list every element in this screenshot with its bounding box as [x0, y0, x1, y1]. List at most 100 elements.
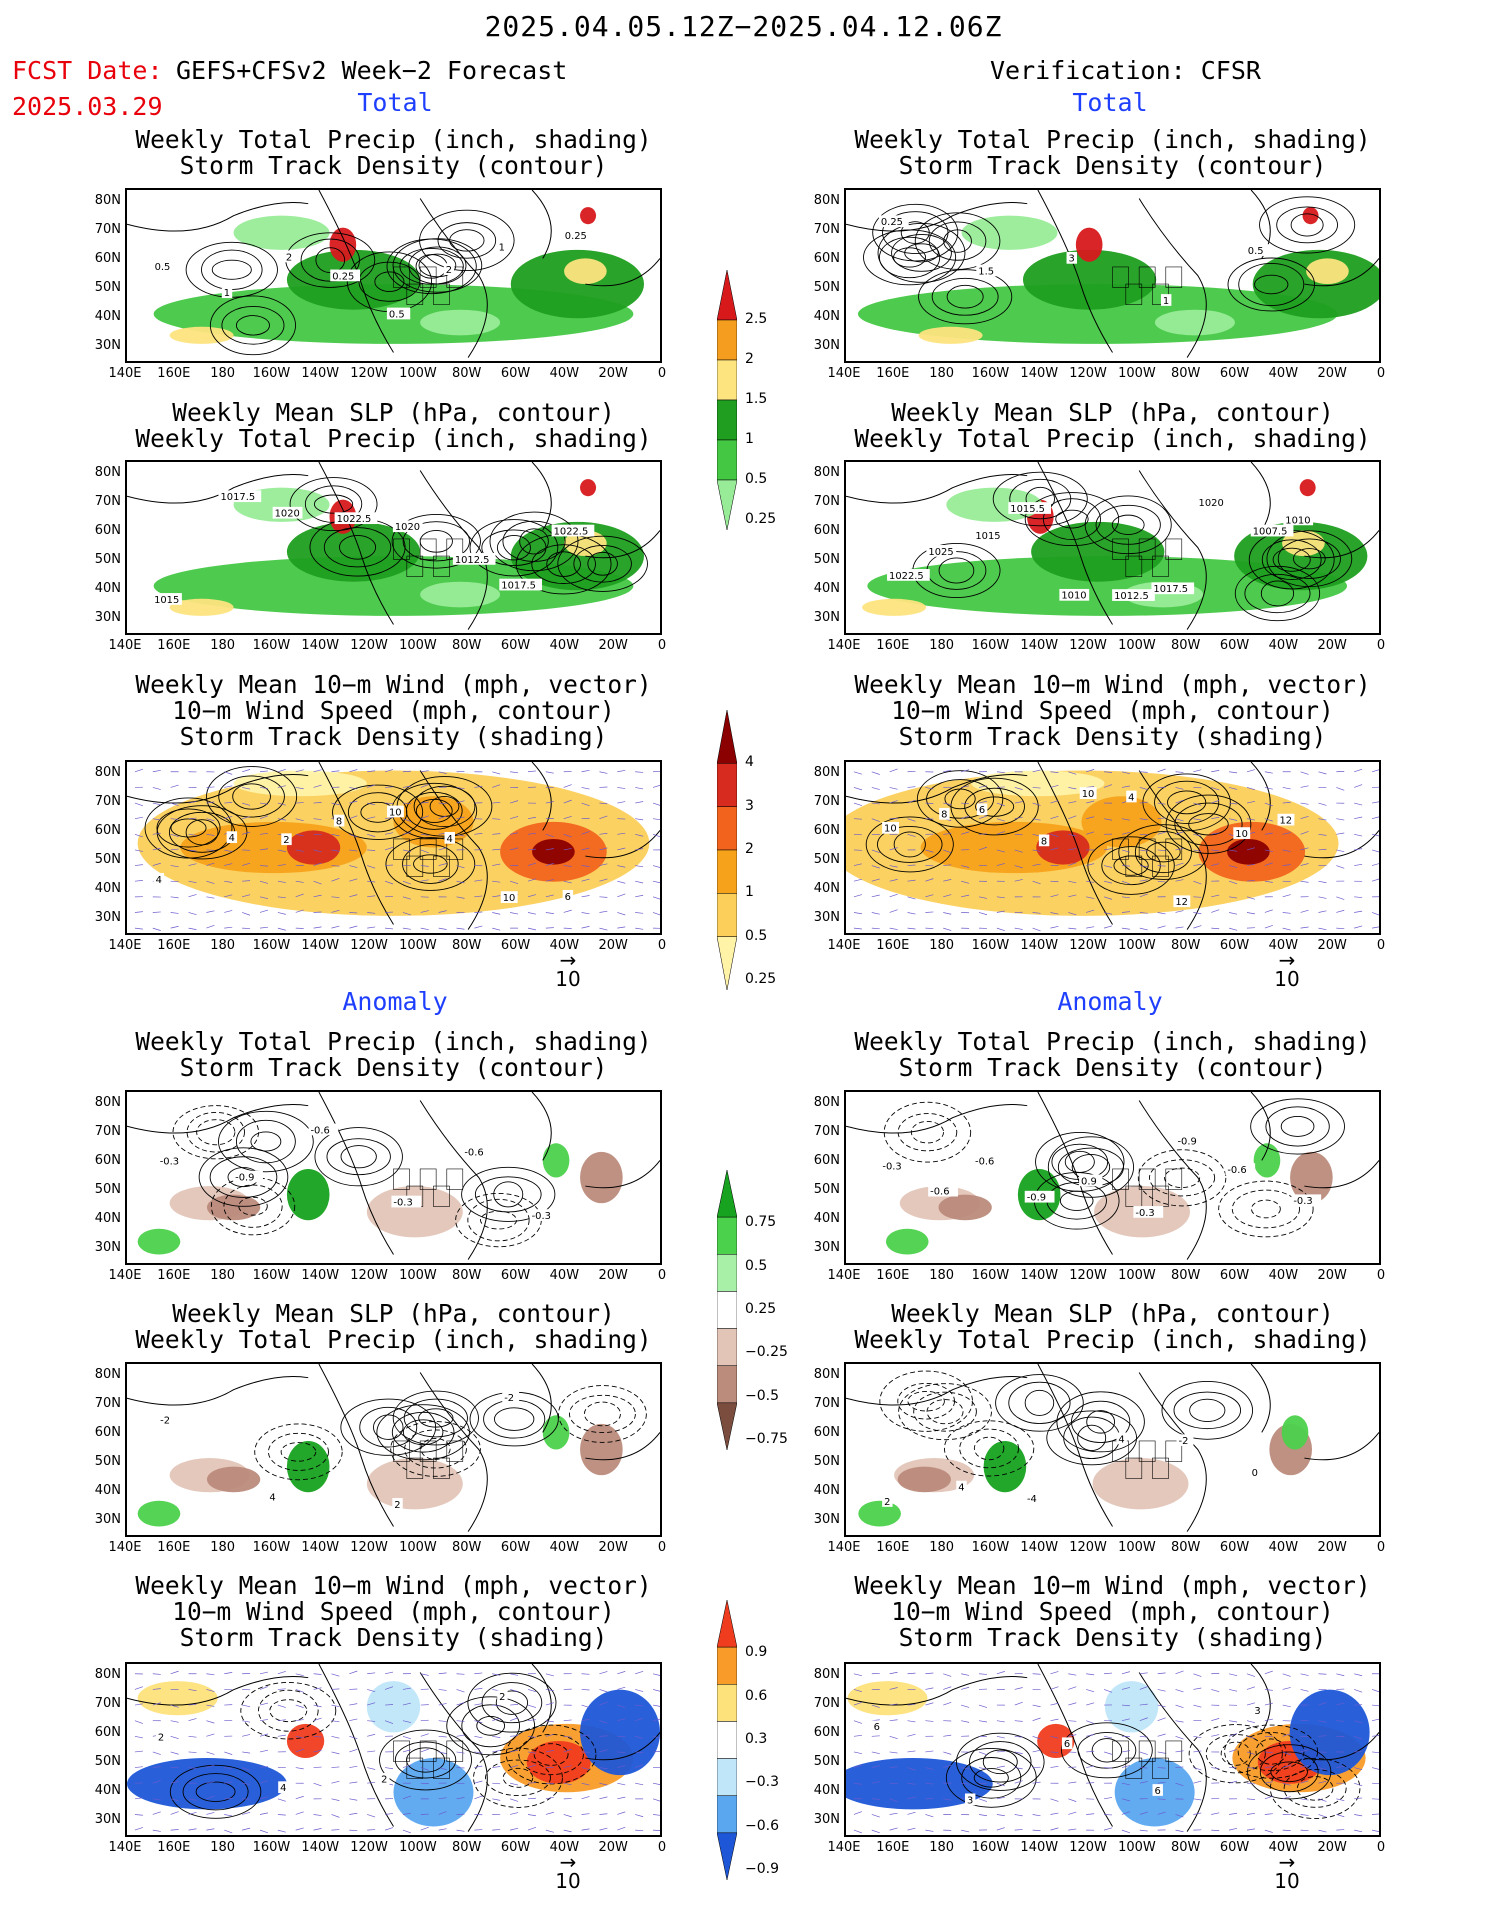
- wind-vector: [242, 787, 251, 790]
- wind-vector: [402, 880, 411, 885]
- wind-vector: [1193, 1704, 1202, 1708]
- wind-vector: [474, 1795, 483, 1800]
- lon-tick-label: 160W: [252, 366, 291, 381]
- wind-vector: [1193, 1673, 1202, 1677]
- wind-vector: [420, 770, 429, 773]
- wind-vector: [907, 1750, 916, 1753]
- wind-vector: [259, 926, 268, 929]
- wind-vector: [563, 1735, 572, 1738]
- contour-line: [897, 1382, 955, 1420]
- wind-vector: [599, 771, 608, 774]
- wind-vector: [617, 880, 626, 884]
- contour-line: [420, 1437, 451, 1460]
- contour-label-box: [956, 1480, 967, 1493]
- lon-tick-label: 160E: [876, 366, 910, 381]
- lon-tick-label: 140E: [827, 1840, 861, 1855]
- wind-vector: [996, 1782, 1005, 1787]
- wind-vector: [134, 849, 143, 852]
- wind-vector: [152, 832, 161, 835]
- wind-vector: [331, 925, 340, 929]
- wind-vector: [206, 1704, 215, 1707]
- wind-vector: [907, 818, 916, 822]
- wind-vector: [527, 1689, 537, 1692]
- contour-line: [402, 1419, 444, 1446]
- wind-vector: [581, 865, 590, 867]
- wind-vector: [420, 1826, 429, 1831]
- wind-vector: [331, 1751, 340, 1755]
- contour-line: [558, 1385, 647, 1443]
- wind-vector: [134, 833, 143, 838]
- wind-vector: [492, 880, 501, 883]
- wind-vector: [1050, 1751, 1059, 1753]
- wind-vector: [1193, 1767, 1202, 1771]
- wind-vector: [438, 1672, 447, 1675]
- wind-vector: [1157, 880, 1166, 883]
- wind-vector: [384, 846, 394, 851]
- wind-vector: [1282, 849, 1291, 852]
- map-fcst-3: 4 4 2 8 10 4 10 6: [125, 760, 662, 935]
- wind-vector: [527, 894, 537, 898]
- shading-region: [286, 1723, 325, 1759]
- contour-line: [1154, 780, 1220, 824]
- vector-reference: → 10: [1264, 950, 1310, 991]
- wind-vector: [1050, 784, 1059, 788]
- contour-line: [1113, 855, 1149, 876]
- lon-tick-label: 180: [929, 366, 955, 381]
- wind-vector: [563, 815, 572, 820]
- wind-vector: [1121, 771, 1130, 775]
- lon-tick-label: 40W: [1268, 938, 1299, 953]
- lon-tick-label: 140W: [1020, 1840, 1059, 1855]
- wind-vector: [1050, 816, 1059, 820]
- wind-vector: [1139, 1703, 1148, 1706]
- contour-label-box: [391, 1195, 422, 1208]
- wind-vector: [492, 771, 501, 775]
- contour-line: [391, 1411, 455, 1453]
- wind-vector: [978, 1704, 988, 1708]
- wind-vector: [871, 1781, 880, 1784]
- shading-region: [420, 581, 501, 608]
- wind-vector: [1032, 863, 1041, 866]
- wind-vector: [492, 1750, 501, 1753]
- wind-vector: [331, 1735, 340, 1739]
- wind-vector: [1139, 1751, 1148, 1755]
- wind-vector: [1246, 912, 1255, 915]
- wind-vector: [224, 1781, 233, 1784]
- contour-line: [144, 797, 233, 859]
- contour-label: 2: [499, 1692, 505, 1703]
- wind-vector: [599, 910, 608, 913]
- wind-vector: [492, 1704, 501, 1707]
- wind-vector: [492, 1798, 501, 1801]
- lat-tick-label: 40N: [813, 1783, 840, 1798]
- wind-vector: [224, 863, 233, 866]
- contour-line: [332, 784, 424, 840]
- wind-vector: [1264, 880, 1273, 883]
- shading-region: [580, 1423, 623, 1476]
- wind-vector: [1032, 1735, 1041, 1740]
- wind-vector: [1246, 896, 1256, 900]
- shading-region: [1092, 1458, 1189, 1510]
- lon-tick-label: 180: [210, 1540, 236, 1555]
- contour-label-box: [1252, 1704, 1263, 1717]
- wind-vector: [1104, 1767, 1113, 1769]
- wind-vector: [1193, 1780, 1202, 1784]
- wind-vector: [1193, 1735, 1202, 1739]
- lon-tick-label: 140E: [108, 1840, 142, 1855]
- contour-line: [221, 306, 285, 345]
- wind-vector: [331, 1688, 340, 1690]
- wind-vector: [367, 895, 376, 898]
- wind-vector: [1014, 865, 1023, 869]
- wind-vector: [510, 1827, 519, 1831]
- contour-line: [928, 221, 987, 261]
- wind-vector: [1246, 1673, 1256, 1677]
- wind-vector: [563, 865, 572, 867]
- contour-line: [573, 544, 632, 583]
- lat-tick-label: 40N: [94, 1783, 121, 1798]
- wind-vector: [1372, 1813, 1379, 1815]
- lon-tick-label: 140W: [301, 1840, 340, 1855]
- shading-region: [1104, 1681, 1159, 1733]
- wind-vector: [1246, 879, 1255, 882]
- contour-label-box: [973, 1154, 1003, 1167]
